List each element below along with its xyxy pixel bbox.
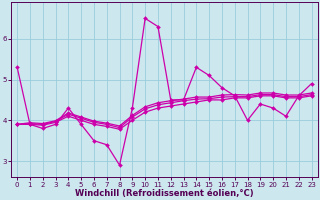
X-axis label: Windchill (Refroidissement éolien,°C): Windchill (Refroidissement éolien,°C) xyxy=(75,189,254,198)
